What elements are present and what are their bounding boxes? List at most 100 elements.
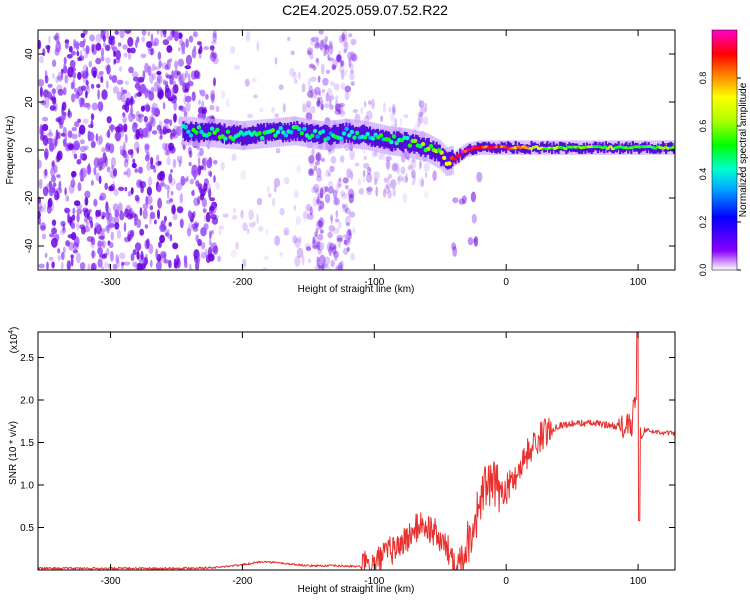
spectrogram-noise-blob: [73, 143, 77, 151]
ridge-band: [339, 123, 342, 141]
spectrogram-noise-blob: [77, 71, 82, 80]
spectrogram-noise-blob: [307, 50, 312, 56]
spectrogram-noise-blob: [43, 203, 47, 213]
spectrogram-noise-blob: [186, 227, 192, 237]
spectrogram-noise-blob: [362, 177, 366, 183]
spectrogram-noise-blob: [152, 72, 157, 81]
spectrogram-noise-blob: [310, 76, 317, 82]
ridge-band: [638, 145, 641, 155]
spectrogram-noise-blob: [308, 63, 315, 69]
ridge-peak: [447, 161, 452, 166]
spectrogram-noise-blob: [337, 238, 342, 248]
ridge-band: [649, 144, 652, 154]
spectrogram-noise-blob: [345, 222, 351, 227]
spectrogram-noise-blob: [85, 79, 89, 86]
spectrogram-noise-blob: [209, 104, 215, 111]
y-tick-label: 0: [24, 147, 35, 153]
spectrogram-noise: [38, 30, 483, 270]
spectrogram-noise-blob: [165, 128, 172, 133]
spectrogram-noise-blob: [100, 228, 107, 233]
ridge-band: [364, 126, 367, 143]
spectrogram-noise-blob: [103, 252, 108, 259]
spectrogram-noise-blob: [76, 50, 80, 57]
spectrogram-noise-blob: [76, 213, 80, 223]
spectrogram-noise-blob: [218, 225, 225, 230]
ridge-peak: [405, 135, 410, 141]
spectrogram-noise-blob: [198, 53, 202, 59]
spectrogram-noise-blob: [180, 107, 187, 113]
spectrogram-noise-blob: [321, 264, 324, 270]
spectrogram-noise-blob: [330, 260, 335, 267]
spectrogram-noise-blob: [421, 178, 425, 187]
spectrogram-noise-blob: [86, 84, 89, 90]
spectrogram-noise-blob: [172, 128, 176, 139]
y-tick-label: 40: [24, 48, 35, 60]
spectrogram-noise-blob: [278, 84, 284, 91]
spectrogram-noise-blob: [119, 145, 125, 152]
spectrogram-noise-blob: [56, 174, 61, 179]
spectrogram-noise-blob: [116, 79, 124, 85]
spectrogram-noise-blob: [200, 89, 206, 97]
spectrogram-noise-blob: [154, 66, 161, 71]
ridge-band: [619, 145, 622, 155]
x-tick-label: -200: [232, 277, 252, 288]
colorbar-tick-label: 0.8: [698, 72, 708, 85]
ridge-band: [320, 126, 323, 144]
spectrogram-noise-blob: [91, 180, 94, 186]
spectrogram-noise-blob: [312, 244, 319, 249]
spectrogram-noise-blob: [348, 211, 356, 218]
spectrogram-noise-blob: [50, 227, 58, 235]
ridge-band: [198, 125, 201, 143]
spectrogram-noise-blob: [389, 179, 397, 189]
spectrogram-noise-blob: [162, 39, 170, 46]
spectrogram-noise-blob: [119, 211, 125, 221]
spectrogram-noise-blob: [203, 46, 209, 51]
ridge-peak: [223, 136, 228, 141]
ridge-band: [445, 151, 448, 169]
spectrogram-noise-blob: [424, 102, 427, 114]
spectrogram-noise-blob: [313, 183, 320, 193]
spectrogram-noise-blob: [334, 197, 340, 206]
spectrogram-noise-blob: [130, 47, 136, 54]
spectrogram-noise-blob: [344, 90, 350, 101]
spectrogram-noise-blob: [49, 105, 56, 111]
spectrogram-noise-blob: [314, 231, 318, 237]
spectrogram-noise-blob: [159, 128, 163, 139]
spectrogram-noise-blob: [294, 237, 301, 248]
spectrogram-noise-blob: [52, 72, 55, 80]
spectrogram-noise-blob: [418, 113, 424, 125]
ridge-peak: [199, 129, 204, 135]
spectrogram-noise-blob: [293, 190, 299, 199]
spectrogram-noise-blob: [176, 71, 181, 76]
spectrogram-noise-blob: [66, 54, 73, 59]
spectrogram-noise-blob: [308, 85, 313, 93]
spectrogram-noise-blob: [251, 77, 257, 83]
spectrogram-noise-blob: [407, 164, 413, 171]
spectrogram-noise-blob: [382, 189, 387, 198]
spectrogram-noise-blob: [48, 256, 54, 261]
spectrogram-noise-blob: [179, 80, 185, 86]
spectrogram-noise-blob: [175, 182, 183, 191]
ridge-peak: [302, 126, 307, 131]
spectrogram-noise-blob: [142, 70, 146, 80]
spectrogram-noise-blob: [126, 213, 134, 220]
spectrogram-noise-blob: [160, 30, 163, 38]
spectrogram-noise-blob: [52, 59, 57, 68]
spectrogram-noise-blob: [80, 139, 85, 145]
spectrogram-noise-blob: [154, 219, 157, 225]
spectrogram-noise-blob: [411, 180, 416, 186]
spectrogram-noise-blob: [397, 168, 401, 175]
spectrogram-noise-blob: [338, 34, 344, 44]
spectrogram-noise-blob: [166, 190, 170, 200]
spectrogram-noise-blob: [106, 64, 111, 75]
ridge-band: [625, 141, 628, 151]
spectrogram-noise-blob: [50, 142, 57, 150]
spectrogram-noise-blob: [81, 167, 87, 179]
spectrogram-noise-blob: [156, 74, 163, 85]
spectrogram-noise-blob: [242, 258, 247, 268]
spectrogram-noise-blob: [149, 216, 152, 225]
spectrogram-noise-blob: [158, 60, 162, 69]
spectrogram-noise-blob: [170, 132, 174, 140]
spectrogram-noise-blob: [467, 237, 474, 246]
spectrogram-noise-blob: [177, 32, 183, 39]
